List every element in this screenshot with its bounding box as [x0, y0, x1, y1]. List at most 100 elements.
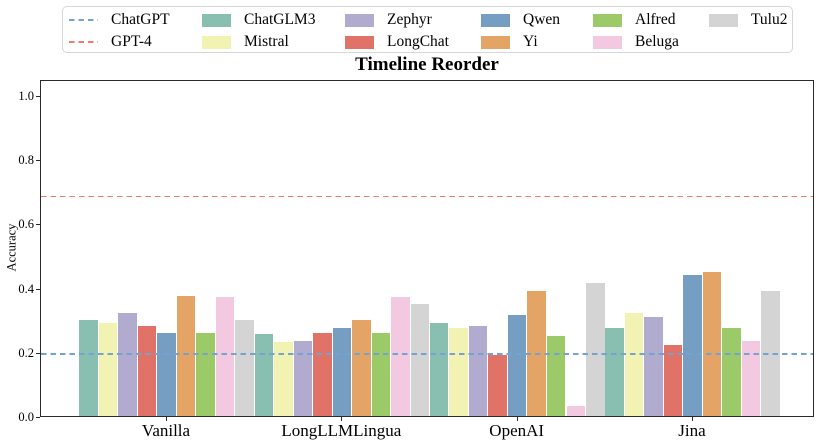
y-tick-mark: [36, 288, 40, 290]
legend-label-alfred: Alfred: [635, 11, 676, 28]
chart-legend: ChatGPT GPT-4 ChatGLM3 Mistral Zephyr LongCha…: [62, 6, 793, 53]
bar-chatglm3-jina: [605, 327, 624, 416]
legend-label-yi: Yi: [523, 33, 538, 50]
bar-mistral-vanilla: [98, 322, 118, 416]
y-tick-label: 0.0: [18, 410, 34, 424]
bar-yi-longllmlingua: [352, 319, 371, 416]
bar-qwen-longllmlingua: [332, 327, 352, 416]
y-tick-label: 0.8: [18, 153, 34, 168]
legend-item-chatglm3: ChatGLM3: [202, 9, 315, 31]
bar-longchat-longllmlingua: [313, 332, 332, 416]
legend-column: Zephyr LongChat: [345, 9, 449, 53]
bar-zephyr-longllmlingua: [293, 340, 313, 416]
legend-item-tulu2: Tulu2: [709, 9, 787, 31]
chart-title: Timeline Reorder: [355, 54, 499, 75]
y-tick-label: 1.0: [18, 89, 34, 104]
bar-tulu2-openai: [586, 282, 605, 416]
y-axis-label: Accuracy: [4, 223, 19, 272]
legend-column: Tulu2: [709, 9, 787, 31]
bar-mistral-jina: [624, 313, 644, 416]
legend-item-gpt-4: GPT-4: [69, 31, 170, 53]
legend-item-alfred: Alfred: [593, 9, 679, 31]
x-tick-label-longllmlingua: LongLLMLingua: [281, 421, 402, 440]
x-tick-label-openai: OpenAI: [489, 421, 545, 440]
bar-zephyr-jina: [644, 316, 663, 416]
gpt-4-baseline: [41, 195, 813, 198]
bar-zephyr-vanilla: [118, 313, 137, 416]
bar-chatglm3-openai: [429, 322, 449, 416]
bar-alfred-vanilla: [196, 332, 215, 416]
bar-zephyr-openai: [468, 326, 488, 416]
legend-item-qwen: Qwen: [481, 9, 560, 31]
legend-label-beluga: Beluga: [635, 33, 679, 50]
y-tick-label: 0.4: [18, 281, 34, 296]
bar-alfred-longllmlingua: [371, 332, 391, 416]
bar-mistral-openai: [449, 327, 468, 416]
plot-area: [40, 80, 814, 417]
legend-item-longchat: LongChat: [345, 31, 449, 53]
legend-column: ChatGLM3 Mistral: [202, 9, 315, 53]
alfred-color-swatch: [593, 13, 622, 27]
beluga-color-swatch: [593, 35, 622, 49]
yi-color-swatch: [481, 35, 510, 49]
legend-label-chatgpt: ChatGPT: [111, 11, 170, 28]
legend-column: Qwen Yi: [481, 9, 560, 53]
bar-tulu2-vanilla: [235, 319, 254, 416]
bar-qwen-jina: [683, 274, 702, 416]
qwen-color-swatch: [481, 13, 510, 27]
legend-item-mistral: Mistral: [202, 31, 315, 53]
y-tick-mark: [36, 417, 40, 418]
y-tick-label: 0.6: [18, 217, 34, 232]
legend-item-chatgpt: ChatGPT: [69, 9, 170, 31]
x-tick-mark: [516, 417, 518, 421]
chatgpt-line-swatch: [69, 19, 98, 21]
bar-alfred-jina: [722, 327, 741, 416]
bar-yi-vanilla: [176, 295, 196, 416]
bar-beluga-longllmlingua: [391, 297, 410, 416]
legend-label-mistral: Mistral: [244, 33, 289, 50]
y-tick-mark: [36, 224, 40, 226]
bar-longchat-vanilla: [137, 326, 157, 416]
legend-item-yi: Yi: [481, 31, 560, 53]
bar-beluga-vanilla: [215, 297, 235, 416]
y-tick-label: 0.2: [18, 345, 34, 360]
mistral-color-swatch: [202, 35, 231, 49]
legend-column: ChatGPT GPT-4: [69, 9, 170, 53]
legend-label-zephyr: Zephyr: [387, 11, 432, 28]
legend-label-gpt-4: GPT-4: [111, 33, 152, 50]
bar-beluga-jina: [741, 340, 761, 416]
bar-mistral-longllmlingua: [274, 342, 293, 416]
y-tick-mark: [36, 96, 40, 97]
chatglm3-color-swatch: [202, 13, 231, 27]
legend-item-beluga: Beluga: [593, 31, 679, 53]
legend-column: Alfred Beluga: [593, 9, 679, 53]
bar-tulu2-longllmlingua: [410, 303, 430, 416]
longchat-color-swatch: [345, 35, 374, 49]
x-tick-label-vanilla: Vanilla: [141, 421, 191, 440]
legend-label-tulu2: Tulu2: [751, 11, 788, 28]
bar-alfred-openai: [546, 335, 566, 416]
x-tick-label-jina: Jina: [678, 421, 706, 440]
zephyr-color-swatch: [345, 13, 374, 27]
bar-qwen-openai: [507, 314, 527, 416]
legend-label-longchat: LongChat: [387, 33, 449, 50]
gpt-4-line-swatch: [69, 41, 98, 43]
bar-longchat-jina: [663, 345, 683, 416]
legend-item-zephyr: Zephyr: [345, 9, 449, 31]
bar-qwen-vanilla: [157, 332, 176, 416]
chatgpt-baseline: [41, 352, 813, 355]
y-tick-mark: [36, 160, 40, 162]
x-tick-mark: [692, 417, 693, 421]
bar-yi-jina: [702, 271, 722, 416]
bar-longchat-openai: [488, 355, 507, 416]
x-tick-mark: [166, 417, 167, 421]
bar-chatglm3-longllmlingua: [254, 334, 274, 416]
y-tick-mark: [36, 352, 40, 354]
legend-label-qwen: Qwen: [523, 11, 561, 28]
tulu2-color-swatch: [709, 13, 738, 27]
bar-chatglm3-vanilla: [79, 319, 98, 416]
bar-beluga-openai: [566, 406, 586, 416]
legend-label-chatglm3: ChatGLM3: [244, 11, 316, 28]
x-tick-mark: [341, 417, 343, 421]
